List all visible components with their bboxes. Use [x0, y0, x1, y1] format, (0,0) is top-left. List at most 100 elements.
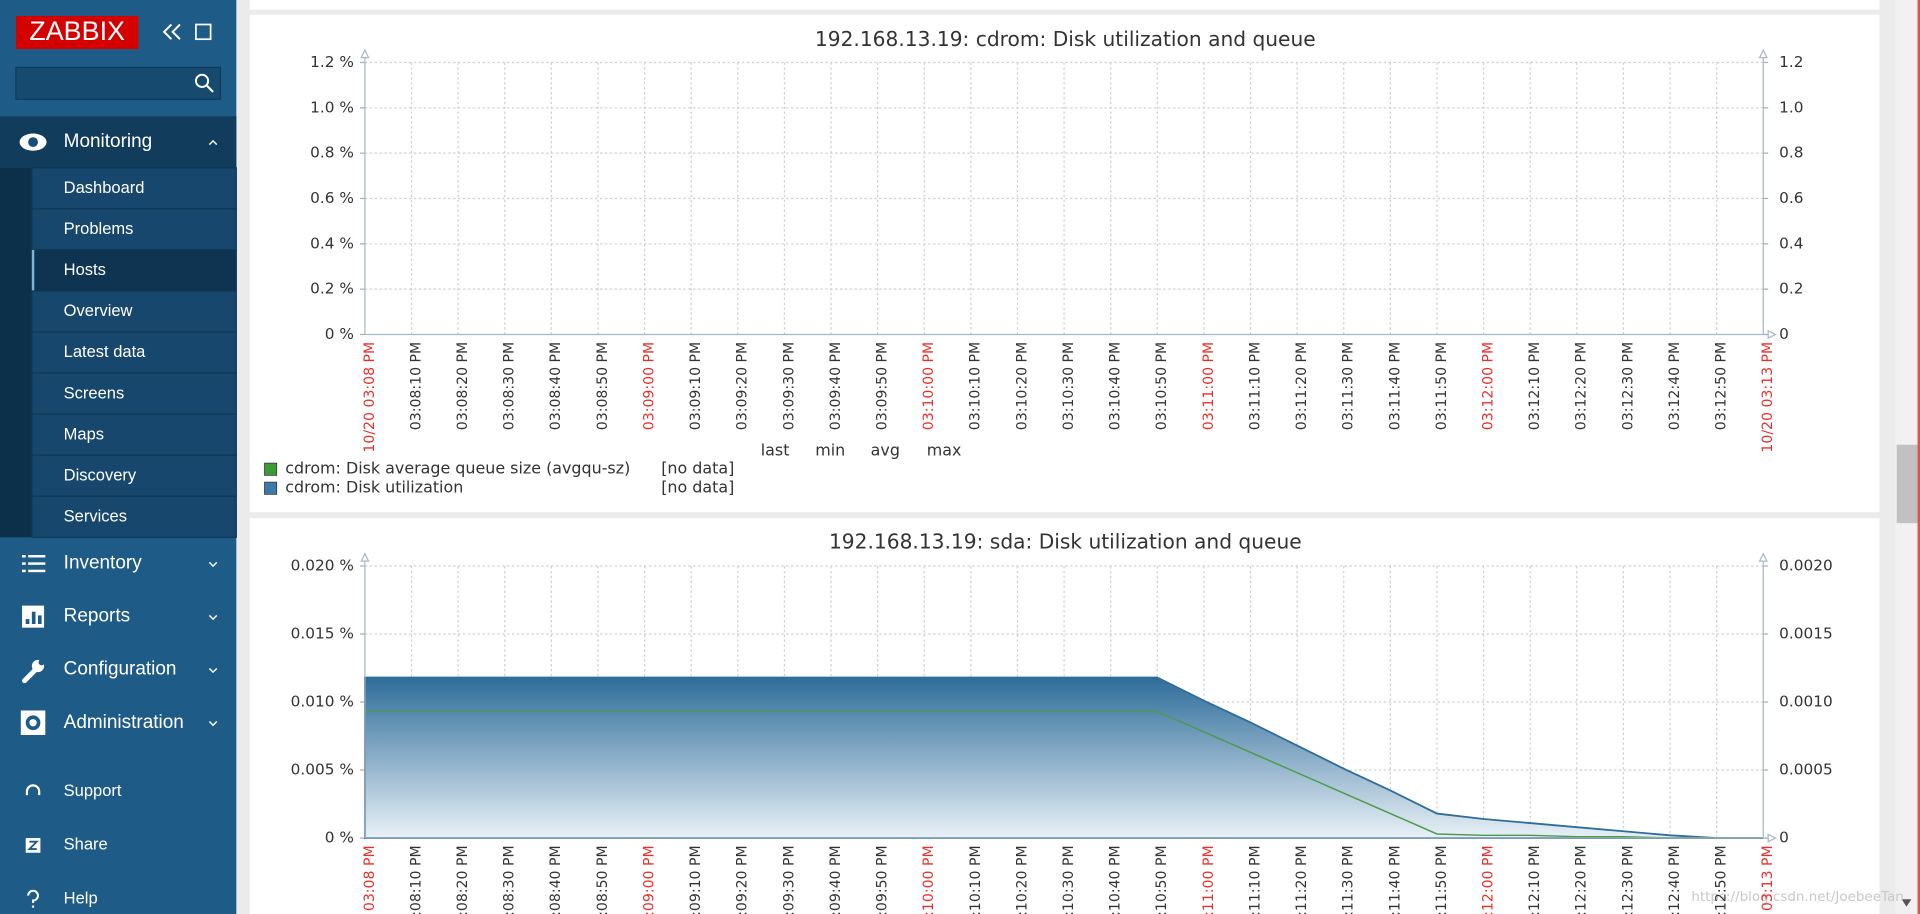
legend-swatch [264, 462, 278, 476]
x-tick-label: 10/20 03:13 PM [1760, 342, 1776, 453]
submenu-item[interactable]: Dashboard [64, 178, 145, 197]
submenu-item-bg[interactable] [31, 372, 237, 415]
x-tick-label: 03:12:00 PM [1480, 342, 1496, 430]
kiosk-icon[interactable] [195, 23, 212, 41]
submenu-item[interactable]: Maps [64, 424, 104, 443]
x-tick-label: 03:11:10 PM [1247, 845, 1263, 914]
menu-icon [22, 555, 26, 558]
x-tick-label: 03:09:50 PM [875, 342, 891, 430]
x-tick-label: 03:10:30 PM [1061, 845, 1077, 914]
selected-marker [31, 249, 35, 291]
menu-section[interactable]: Administration [64, 712, 184, 733]
y2-tick-label: 0.6 [1779, 189, 1803, 207]
submenu-item-bg[interactable] [31, 413, 237, 456]
submenu-item-bg[interactable] [31, 249, 237, 292]
legend-column: last [761, 440, 790, 459]
logo-box[interactable] [15, 15, 139, 50]
x-tick-label: 03:08:50 PM [595, 845, 611, 914]
x-tick-label: 03:10:50 PM [1154, 342, 1170, 430]
menu-section[interactable]: Inventory [64, 553, 143, 574]
submenu-item-bg[interactable] [31, 495, 237, 538]
x-tick-label: 03:08:30 PM [502, 845, 518, 914]
chevron[interactable] [208, 139, 218, 146]
collapse-icon[interactable] [162, 23, 181, 40]
y-tick-label: 1.0 % [310, 98, 354, 116]
logo[interactable]: ZABBIX [29, 16, 125, 46]
footer-link[interactable]: Support [64, 781, 122, 800]
axis-arrow [1758, 552, 1768, 562]
footer-link[interactable]: Share [64, 835, 108, 854]
scrollbar-thumb[interactable] [1896, 444, 1918, 524]
y-tick-label: 0.020 % [291, 557, 354, 575]
submenu-item[interactable]: Services [64, 506, 127, 525]
y2-tick-label: 1.2 [1779, 53, 1803, 71]
submenu-item-bg[interactable] [31, 454, 237, 497]
scrollbar-arrow[interactable] [1901, 899, 1912, 907]
x-tick-label: 03:09:50 PM [875, 845, 891, 914]
y2-tick-label: 0.0010 [1779, 693, 1833, 711]
chevron[interactable] [208, 561, 218, 568]
submenu-item[interactable]: Hosts [64, 260, 106, 279]
menu-icon [38, 659, 45, 666]
x-tick-label: 03:10:50 PM [1154, 845, 1170, 914]
search-icon[interactable] [206, 84, 214, 93]
x-tick-label: 03:10:30 PM [1061, 342, 1077, 430]
x-tick-label: 03:09:40 PM [828, 845, 844, 914]
x-tick-label: 03:11:30 PM [1341, 342, 1357, 430]
submenu-item-bg[interactable] [31, 208, 237, 251]
y2-tick-label: 0.0005 [1779, 761, 1833, 779]
legend-label: cdrom: Disk utilization [285, 478, 463, 497]
y-tick-label: 0.8 % [310, 144, 354, 162]
x-tick-label: 03:10:20 PM [1014, 845, 1030, 914]
menu-section[interactable]: Configuration [64, 659, 177, 680]
y-tick-label: 0 % [325, 325, 354, 343]
x-tick-label: 03:11:40 PM [1387, 342, 1403, 430]
search-box[interactable] [15, 66, 222, 100]
chevron[interactable] [208, 667, 218, 674]
legend-column: max [927, 440, 962, 459]
legend-column: avg [871, 440, 900, 459]
x-tick-label: 10/20 03:08 PM [362, 845, 378, 914]
chevron[interactable] [208, 721, 218, 727]
x-tick-label: 03:11:40 PM [1387, 845, 1403, 914]
submenu-item[interactable]: Problems [64, 219, 134, 238]
search-icon[interactable] [194, 73, 210, 88]
axis-arrow [360, 48, 370, 59]
submenu-item[interactable]: Discovery [64, 465, 137, 484]
y-tick-label: 0.010 % [291, 693, 354, 711]
x-tick-label: 03:11:30 PM [1341, 845, 1357, 914]
x-tick-label: 03:11:50 PM [1434, 342, 1450, 430]
menu-section[interactable]: Reports [64, 606, 130, 627]
x-tick-label: 03:10:00 PM [921, 845, 937, 914]
x-tick-label: 03:10:00 PM [921, 342, 937, 430]
chevron[interactable] [208, 614, 218, 621]
submenu-item[interactable]: Screens [64, 383, 125, 402]
x-tick-label: 03:12:50 PM [1714, 845, 1730, 914]
footer-link[interactable]: Help [64, 889, 98, 908]
x-tick-label: 03:09:30 PM [781, 342, 797, 430]
submenu-item-bg[interactable] [31, 290, 237, 333]
link-icon [27, 840, 39, 850]
axis-arrow [1767, 329, 1777, 340]
menu-icon [28, 555, 46, 558]
menu-icon [31, 611, 36, 624]
menu-icon [25, 619, 30, 624]
submenu-item-bg[interactable] [31, 331, 237, 374]
legend-label: cdrom: Disk average queue size (avgqu-sz… [285, 459, 630, 478]
submenu-item-bg[interactable] [31, 167, 237, 210]
x-tick-label: 03:10:40 PM [1108, 342, 1124, 430]
menu-icon [28, 562, 46, 565]
submenu-item[interactable]: Overview [64, 301, 133, 320]
y2-tick-label: 0.0015 [1779, 625, 1833, 643]
line [364, 710, 1764, 839]
y2-tick-label: 0 [1779, 325, 1789, 343]
submenu-item[interactable]: Latest data [64, 342, 147, 361]
menu-icon [28, 569, 46, 573]
x-tick-label: 03:08:40 PM [548, 342, 564, 430]
area [363, 676, 1764, 839]
x-tick-label: 03:08:10 PM [408, 342, 424, 430]
y-tick-label: 0.6 % [310, 189, 354, 207]
x-tick-label: 03:11:50 PM [1434, 845, 1450, 914]
y-tick-label: 0.2 % [310, 280, 354, 298]
menu-section[interactable]: Monitoring [64, 131, 153, 152]
